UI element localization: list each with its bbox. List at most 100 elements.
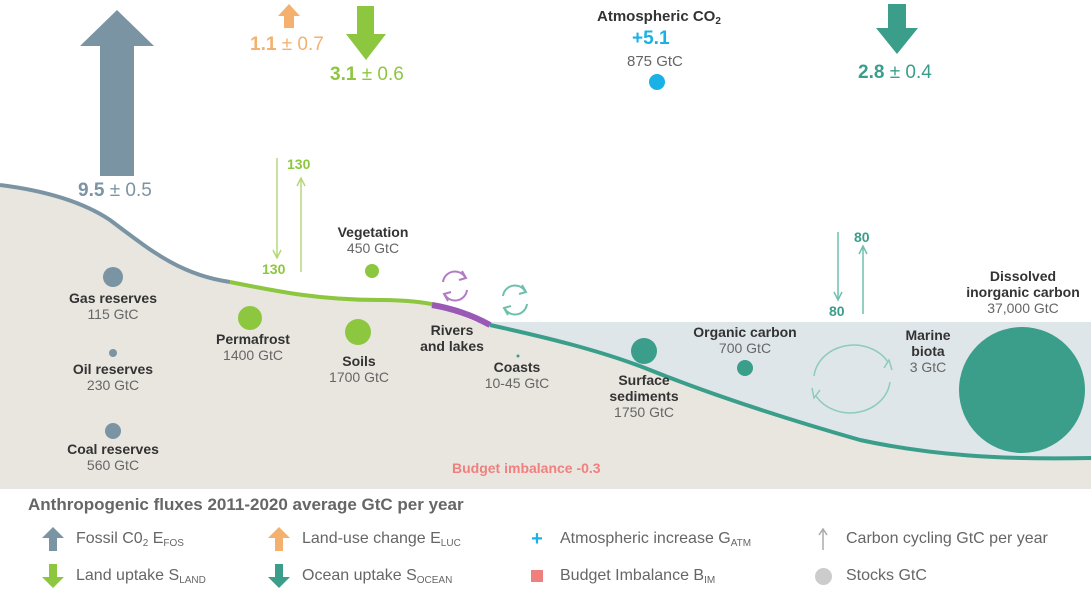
dic-stock-circle [959,327,1085,453]
legend-budget: Budget Imbalance BIM [524,563,715,589]
vegetation-name: Vegetation [337,224,409,240]
land-uptake-flux-label: 3.1 ± 0.6 [330,64,404,86]
legend-ocean-uptake-label: Ocean uptake S [302,566,417,584]
marine-biota-name-1: Marine [905,327,951,343]
land-use-legend-icon [268,527,290,551]
legend-budget-text: Budget Imbalance BIM [560,567,715,586]
legend-atm-sub: ATM [730,537,752,549]
budget-legend-icon [524,563,550,589]
gas-name: Gas reserves [69,290,157,306]
fossil-flux-label: 9.5 ± 0.5 [78,180,152,202]
soils-stock-circle [345,319,371,345]
fossil-flux-uncertainty: ± 0.5 [109,180,152,201]
permafrost-stock-circle [238,306,262,330]
permafrost-stock-label: Permafrost 1400 GtC [203,331,303,363]
organic-stock-circle [737,360,753,376]
organic-value: 700 GtC [718,340,772,357]
land-use-flux-uncertainty: ± 0.7 [281,34,324,55]
gas-stock-circle [103,267,123,287]
ocean-uptake-flux-label: 2.8 ± 0.4 [858,62,932,84]
legend-atm-label: Atmospheric increase G [560,529,731,547]
fossil-legend-icon [42,527,64,551]
legend-fossil-sub1: 2 [142,537,149,549]
sediments-name-1: Surface [618,372,670,388]
legend-fossil-sub2: FOS [163,537,184,549]
vegetation-stock-circle [365,264,379,278]
legend-ocean-uptake-sub: OCEAN [416,574,453,586]
land-cycle-up-value: 130 [287,156,311,172]
marine-biota-value: 3 GtC [909,359,947,376]
coal-name: Coal reserves [67,441,159,457]
coal-stock-circle [105,423,121,439]
legend-land-uptake-sub: LAND [179,574,206,586]
fossil-flux-value: 9.5 [78,180,105,201]
dic-stock-label: Dissolved inorganic carbon 37,000 GtC [955,268,1091,316]
legend-atm-text: Atmospheric increase GATM [560,530,751,549]
atmosphere-title-sub: 2 [715,16,721,27]
legend-land-uptake-text: Land uptake SLAND [76,567,206,586]
atmosphere-title-text: Atmospheric CO [597,8,716,25]
atmosphere-title: Atmospheric CO2 [597,8,721,28]
coasts-stock-circle [516,354,520,358]
legend-fossil-text: Fossil C02 EFOS [76,530,184,549]
coasts-stock-label: Coasts 10-45 GtC [472,359,562,391]
river-edge [431,302,492,328]
legend-cycling: Carbon cycling GtC per year [810,526,1048,552]
marine-biota-stock-label: Marine biota 3 GtC [893,327,963,375]
land-uptake-flux-uncertainty: ± 0.6 [361,64,404,85]
sediments-value: 1750 GtC [614,404,674,421]
legend-ocean-uptake-text: Ocean uptake SOCEAN [302,567,452,586]
oil-value: 230 GtC [86,377,140,394]
sediments-stock-circle [631,338,657,364]
land-uptake-arrow [346,6,386,60]
soils-stock-label: Soils 1700 GtC [309,353,409,385]
dic-name-1: Dissolved [989,268,1057,284]
atmosphere-increase: +5.1 [632,28,670,49]
coal-value: 560 GtC [86,457,140,474]
ocean-uptake-arrow [876,4,918,54]
oil-stock-circle [109,349,117,357]
land-use-flux-value: 1.1 [250,34,277,55]
dic-name-2: inorganic carbon [966,284,1080,301]
legend-stocks: Stocks GtC [810,563,927,589]
river-cycle-icon [442,270,468,302]
vegetation-value: 450 GtC [346,240,400,257]
legend-cycling-label: Carbon cycling GtC per year [846,530,1048,547]
legend-land-uptake-label: Land uptake S [76,566,180,584]
gas-value: 115 GtC [87,306,139,323]
coasts-value: 10-45 GtC [484,375,550,392]
vegetation-stock-label: Vegetation 450 GtC [323,224,423,256]
oil-stock-label: Oil reserves 230 GtC [63,361,163,393]
ocean-cycling-arrows [833,232,868,314]
cycling-legend-icon [818,527,828,550]
soils-value: 1700 GtC [329,369,389,386]
permafrost-name: Permafrost [216,331,290,347]
coast-cycle-icon [502,284,528,316]
land-uptake-legend-icon [42,564,64,588]
legend-land-use-text: Land-use change ELUC [302,530,461,549]
legend-land-use-label: Land-use change E [302,529,441,547]
organic-stock-label: Organic carbon 700 GtC [680,324,810,356]
land-use-arrow [278,4,300,28]
atm-legend-icon: + [531,527,543,550]
rivers-name-2: and lakes [420,338,484,355]
legend-stocks-label: Stocks GtC [846,567,927,584]
land-edge [229,280,446,309]
ocean-cycle-down-value: 80 [829,303,845,319]
legend-budget-sub: IM [704,574,716,586]
legend-ocean-uptake: Ocean uptake SOCEAN [266,563,452,589]
ocean-floor-edge [489,323,1091,461]
budget-imbalance-label: Budget imbalance -0.3 [452,460,601,476]
rivers-name-1: Rivers [430,322,474,338]
gas-stock-label: Gas reserves 115 GtC [63,290,163,322]
legend-fossil-mid: E [148,529,164,547]
legend-budget-label: Budget Imbalance B [560,566,705,584]
land-uptake-flux-value: 3.1 [330,64,357,85]
ocean-cycle-up-value: 80 [854,229,870,245]
coasts-name: Coasts [493,359,541,375]
legend-fossil-label: Fossil C0 [76,529,143,547]
land-use-flux-label: 1.1 ± 0.7 [250,34,324,56]
organic-name: Organic carbon [693,324,797,340]
